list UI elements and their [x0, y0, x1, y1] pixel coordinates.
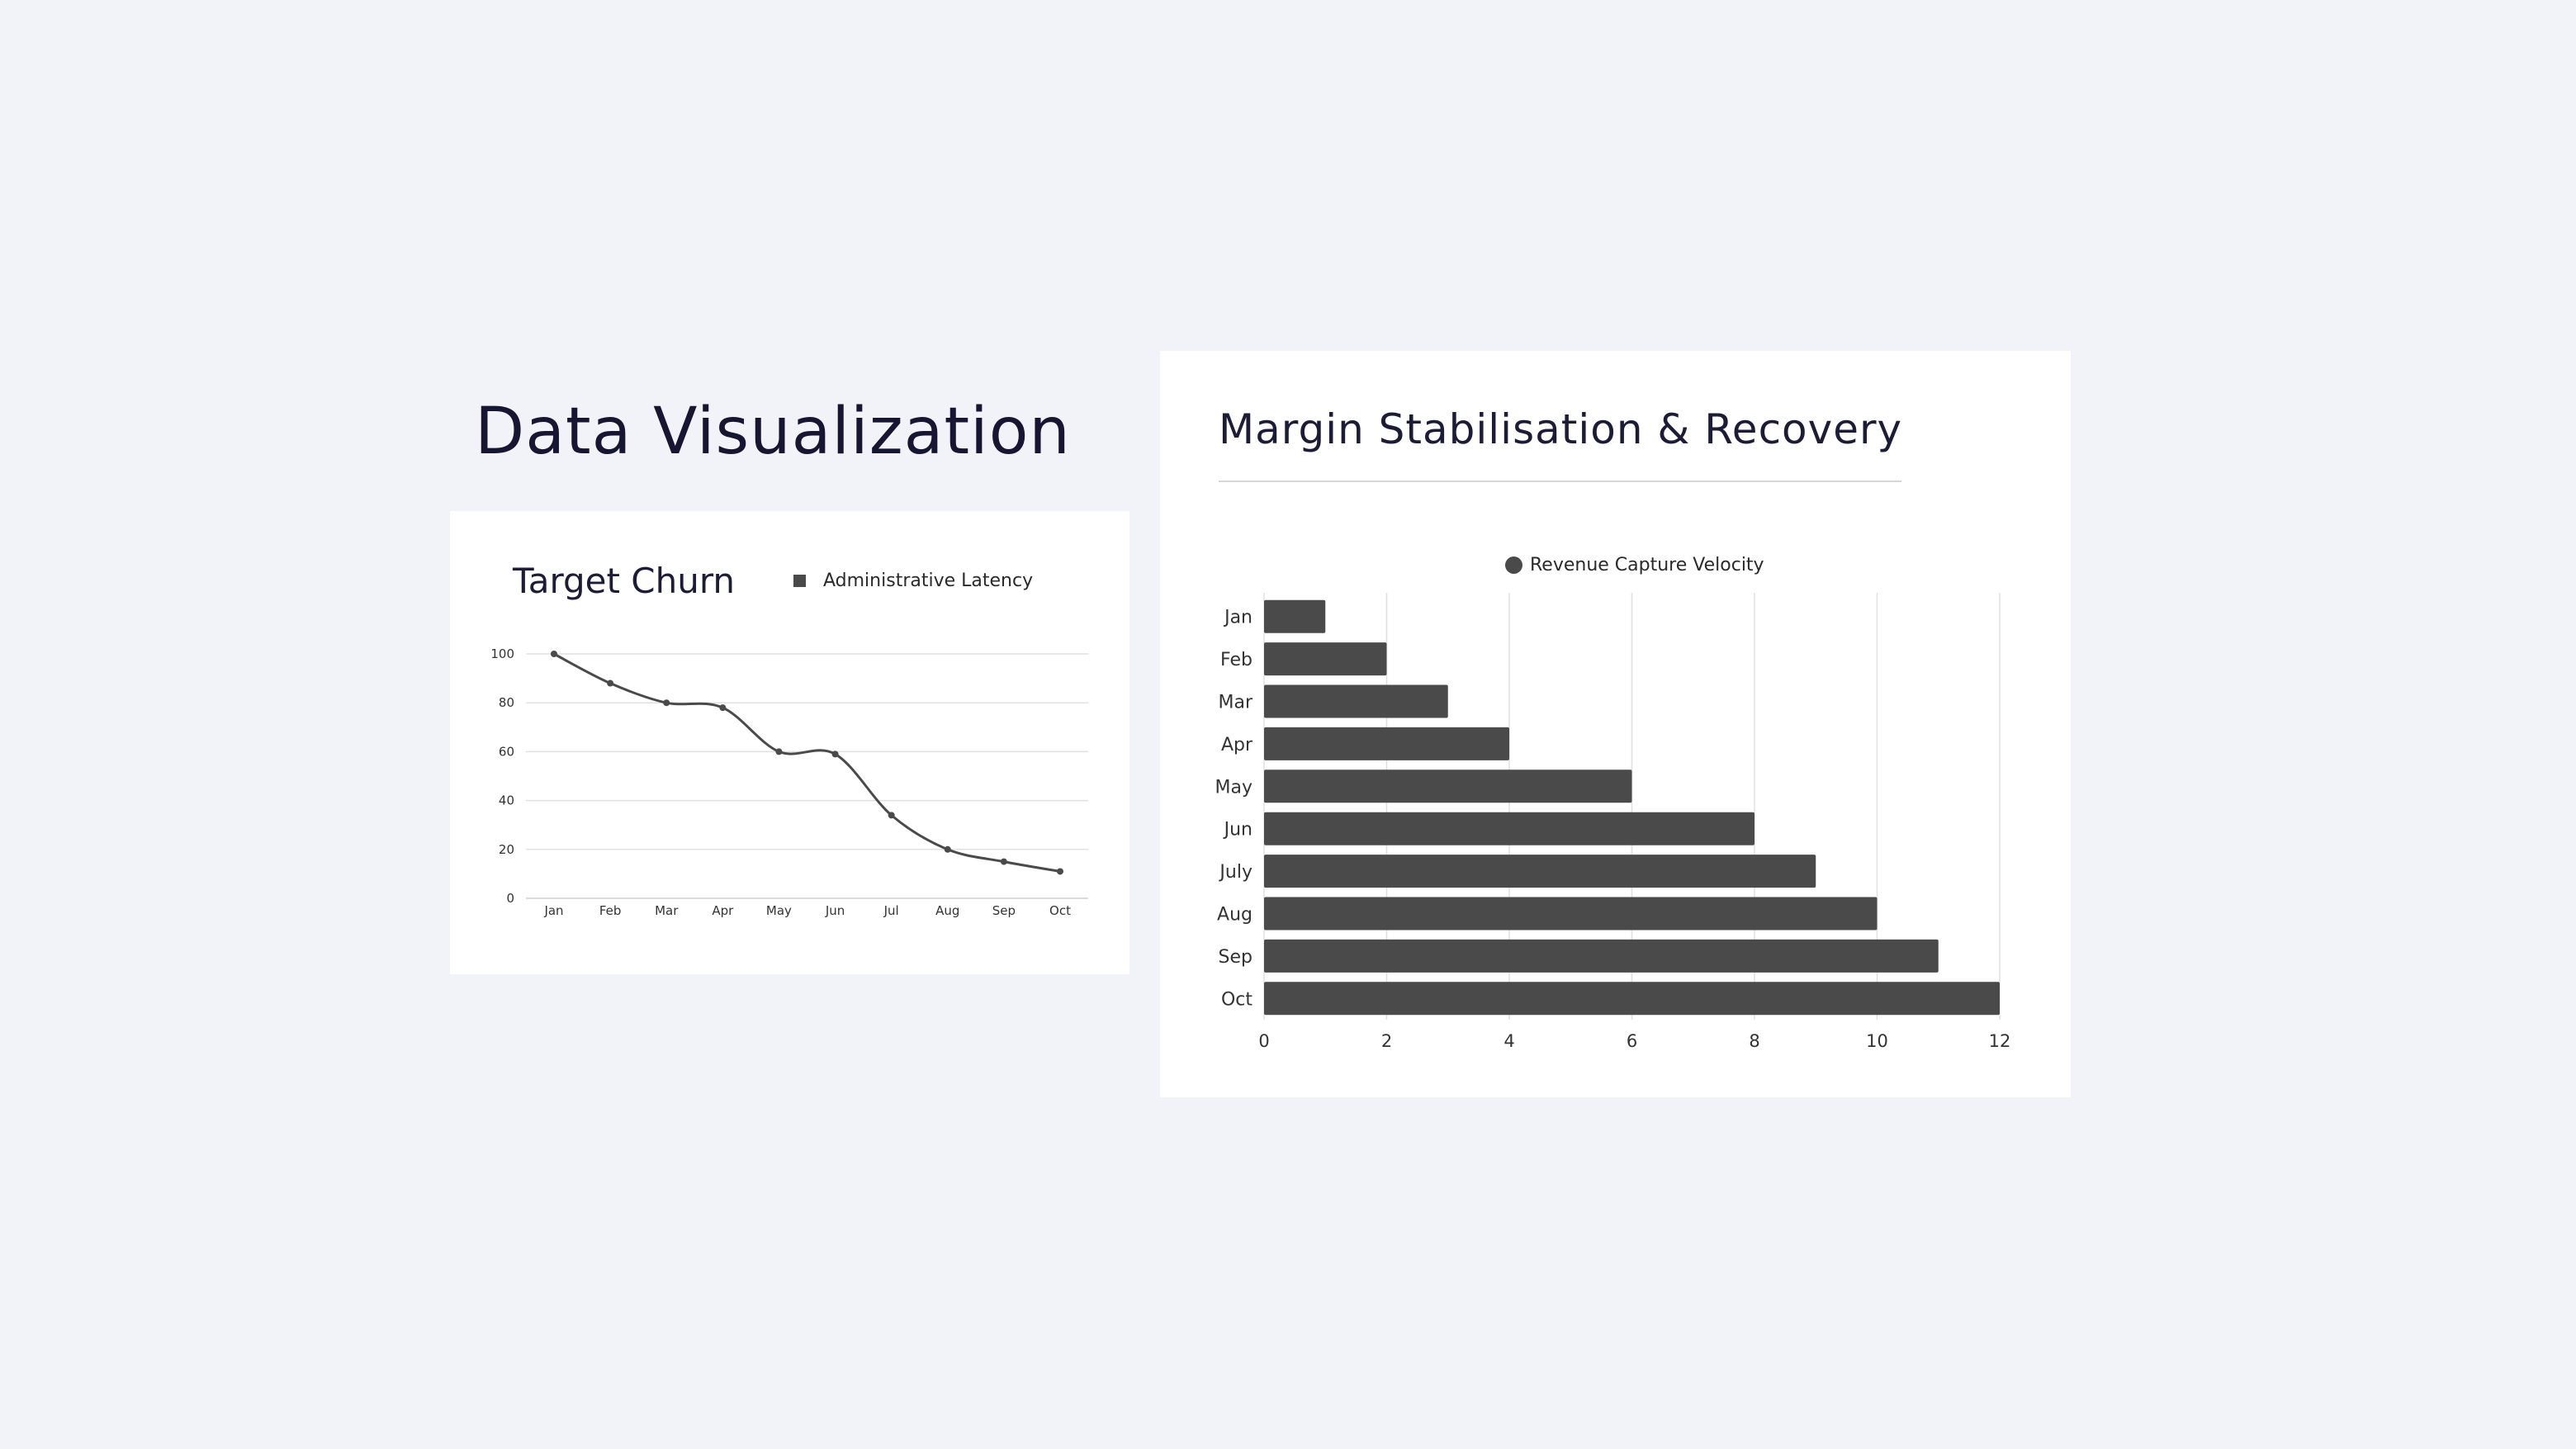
y-tick-label: July: [1218, 862, 1252, 883]
y-tick-label: 20: [499, 842, 514, 857]
x-tick-label: Feb: [599, 903, 622, 918]
x-tick-label: 6: [1627, 1031, 1637, 1051]
x-tick-label: May: [766, 903, 792, 918]
x-tick-label: 4: [1503, 1031, 1514, 1051]
bar: [1264, 599, 1326, 633]
x-tick-label: Aug: [935, 903, 959, 918]
data-point: [944, 845, 951, 853]
page-title: Data Visualization: [475, 395, 1071, 469]
x-tick-label: Jan: [543, 903, 563, 918]
data-point: [719, 704, 727, 712]
series-line: [553, 652, 1061, 873]
data-point: [1057, 868, 1063, 875]
y-tick-label: Jun: [1223, 820, 1252, 841]
y-tick-label: Jan: [1223, 608, 1252, 628]
bar: [1264, 897, 1878, 930]
y-tick-label: Oct: [1221, 989, 1252, 1010]
bar: [1264, 684, 1448, 718]
x-tick-label: Sep: [992, 903, 1016, 918]
x-tick-label: Mar: [655, 903, 679, 918]
bar: [1264, 769, 1632, 803]
bar: [1264, 727, 1509, 760]
x-tick-label: Oct: [1049, 903, 1071, 918]
data-point: [663, 699, 670, 707]
title-divider: [1219, 481, 1901, 482]
bar-chart-title: Margin Stabilisation & Recovery: [1219, 405, 1903, 453]
x-tick-label: 12: [1989, 1031, 2011, 1051]
y-tick-label: 100: [490, 646, 514, 661]
y-tick-label: 60: [499, 744, 514, 759]
x-tick-label: 0: [1258, 1031, 1269, 1051]
y-tick-label: Apr: [1221, 735, 1253, 755]
y-tick-label: May: [1215, 777, 1252, 798]
bar: [1264, 939, 1939, 973]
x-tick-label: 2: [1381, 1031, 1392, 1051]
bar-chart-card: Margin Stabilisation & Recovery Revenue …: [1160, 351, 2071, 1097]
line-chart-title: Target Churn: [513, 561, 736, 601]
y-tick-label: Mar: [1218, 693, 1252, 713]
data-point: [551, 651, 557, 657]
legend-label: Administrative Latency: [823, 570, 1034, 591]
bar: [1264, 982, 2000, 1016]
x-tick-label: Apr: [712, 903, 734, 918]
x-tick-label: 8: [1749, 1031, 1759, 1051]
x-tick-label: Jul: [883, 903, 899, 918]
y-tick-label: Feb: [1220, 650, 1252, 670]
y-tick-label: 40: [499, 793, 514, 808]
data-point: [775, 748, 783, 755]
data-point: [607, 680, 614, 687]
x-tick-label: Jun: [825, 903, 845, 918]
line-chart-card: Target Churn Administrative Latency 0 20 4…: [450, 511, 1129, 974]
data-point: [888, 812, 895, 819]
x-tick-label: 10: [1866, 1031, 1888, 1051]
line-chart-legend: Administrative Latency: [793, 567, 1033, 594]
data-point: [1000, 858, 1007, 865]
bar: [1264, 855, 1816, 888]
data-point: [831, 751, 839, 758]
legend-square-icon: [793, 574, 806, 587]
y-tick-label: 0: [506, 891, 514, 906]
bar: [1264, 642, 1387, 676]
bar-chart-legend: Revenue Capture Velocity: [1505, 552, 1764, 578]
legend-dot-icon: [1505, 556, 1522, 574]
y-tick-label: 80: [499, 695, 514, 710]
line-chart-plot: 0 20 40 60 80 100 Jan Feb Mar Apr May Jun Jul Aug Sep O…: [490, 646, 1088, 918]
y-tick-label: Aug: [1217, 905, 1252, 926]
bar: [1264, 812, 1754, 845]
legend-label: Revenue Capture Velocity: [1530, 554, 1764, 575]
y-tick-label: Sep: [1219, 947, 1252, 968]
bar-chart-plot: 0 2 4 6 8 10 12 Jan Feb Mar Apr May Jun July Aug Sep Oct: [1215, 593, 2011, 1051]
